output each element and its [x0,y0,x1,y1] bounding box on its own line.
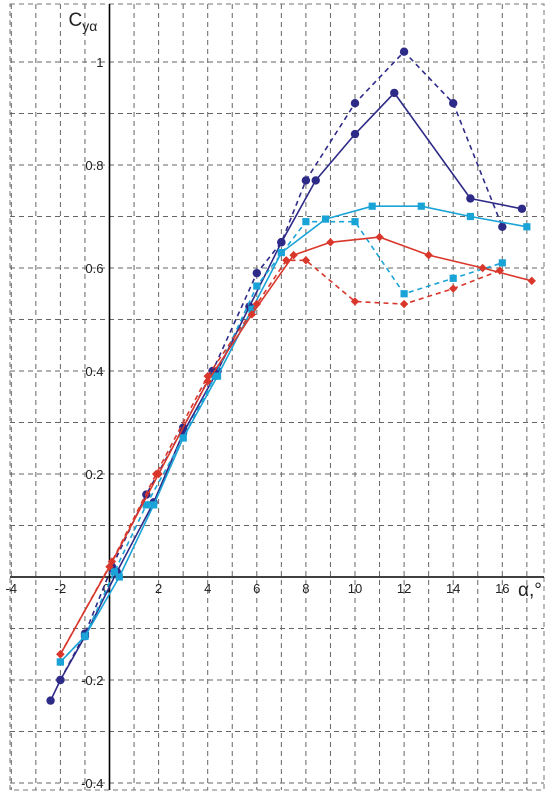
series-2 [46,88,527,705]
data-point [253,282,261,290]
data-point [449,99,458,108]
data-point [350,129,360,139]
data-point [399,299,409,309]
axes: -4 -2 0 2 4 6 8 10 12 14 16 -0.4 -0.2 0.2 0.4 0.6 0.8 1 [6,4,544,791]
data-point [350,99,360,108]
data-point [56,650,65,659]
data-point [517,204,527,213]
data-point [81,632,89,640]
y-tick-label: 0.8 [85,158,103,173]
data-point [154,469,163,479]
data-point [277,248,285,257]
data-point [289,250,298,260]
y-tick-label: 0.6 [85,261,103,276]
data-point [150,501,158,509]
data-point [252,268,261,278]
data-point [142,501,150,509]
data-point [56,675,65,685]
x-tick-label: 4 [204,581,211,596]
plot-frame [9,3,545,791]
data-point [368,202,376,210]
y-tick-label: 0.2 [85,467,103,482]
data-point [301,176,311,185]
x-tick-label: -2 [55,581,67,596]
data-point [424,250,433,260]
y-axis-title-main: C [69,10,83,31]
y-tick-label: 1 [96,55,103,70]
data-point [399,47,409,56]
data-point [105,562,114,571]
data-point [247,310,257,319]
x-tick-label: 14 [446,581,460,596]
data-point [56,658,64,666]
data-point [115,573,123,581]
labels: Cyα α,° [69,10,542,601]
data-point [350,297,360,306]
y-axis-title-sub: yα [82,18,97,34]
data-point [449,284,458,293]
x-tick-label: 0 [103,581,110,596]
data-point [466,212,474,221]
data-point [301,256,311,265]
series-6 [56,232,536,659]
y-axis-title: Cyα [69,10,98,34]
series-4 [56,202,531,666]
data-point [449,274,457,282]
y-tick-label: -0.2 [81,673,103,688]
data-point [311,176,320,185]
x-tick-label: -4 [6,581,18,596]
data-point [498,259,506,267]
data-point [277,238,286,247]
series-line [59,220,503,663]
data-point [326,238,335,247]
data-point [351,218,359,226]
x-tick-label: 16 [495,581,509,596]
x-tick-label: 12 [397,581,411,596]
x-tick-label: 8 [302,581,309,596]
data-point [523,223,531,231]
x-tick-label: 10 [348,581,362,596]
y-tick-label: -0.4 [81,776,103,791]
data-point [203,377,212,386]
data-point [302,218,310,226]
series-group [46,47,536,705]
data-point [478,263,487,273]
data-point [110,568,119,576]
data-point [466,194,475,203]
x-tick-label: 6 [253,581,260,596]
data-point [498,222,507,231]
x-axis-title: α,° [518,580,542,601]
data-point [400,290,408,298]
data-point [252,299,261,309]
series-line [49,92,523,701]
data-point [527,276,536,286]
data-point [248,305,256,313]
data-point [321,215,330,223]
data-point [213,372,222,380]
series-5 [56,256,505,659]
data-point [417,202,425,210]
data-point [375,232,384,242]
x-tick-label: 2 [155,581,162,596]
data-point [179,434,187,442]
series-line [59,236,533,655]
y-tick-label: 0.4 [85,364,103,379]
data-point [46,696,55,705]
data-point [390,88,399,98]
